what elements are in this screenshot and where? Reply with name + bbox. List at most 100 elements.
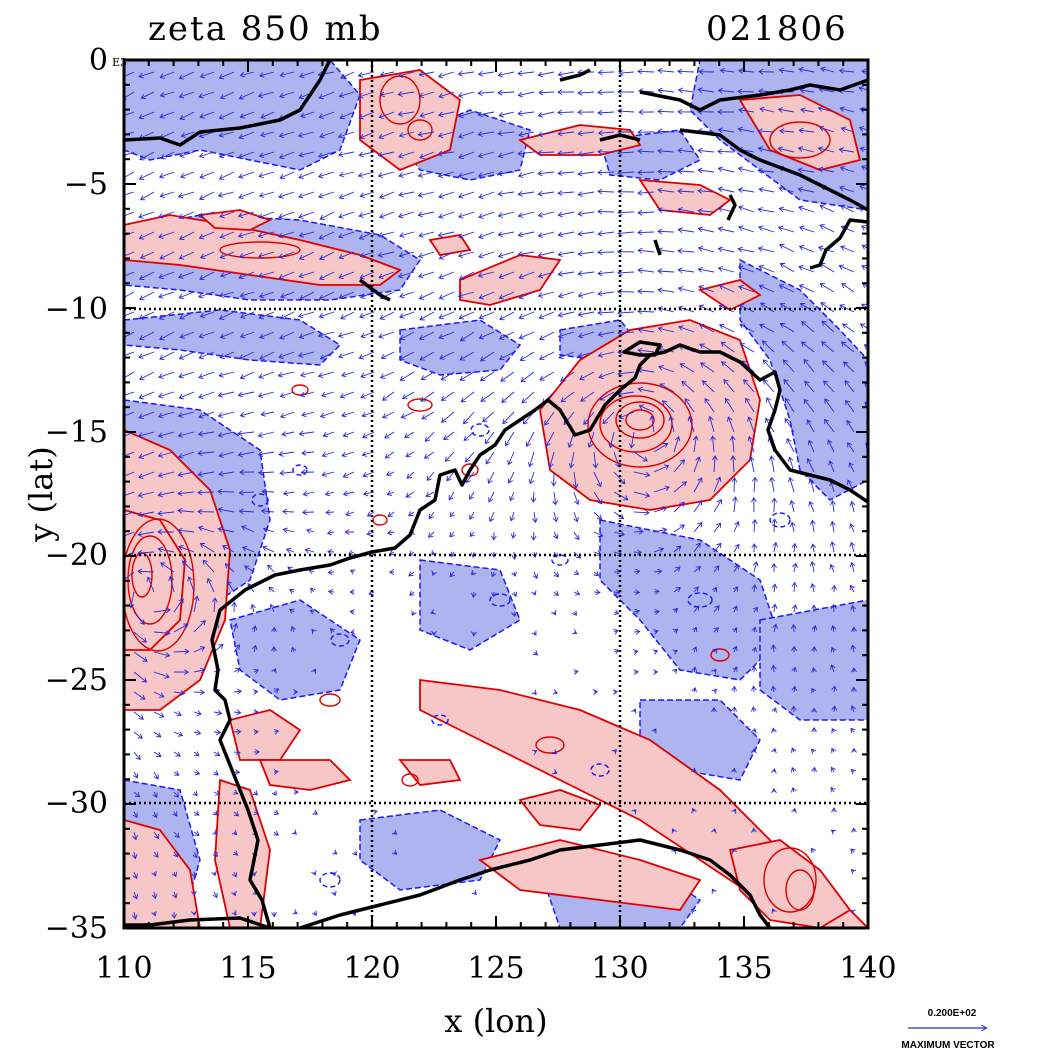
wind-vector bbox=[198, 231, 215, 240]
wind-vector bbox=[778, 206, 795, 213]
y-tick-minus5: −5 bbox=[64, 167, 108, 202]
wind-vector bbox=[771, 768, 777, 774]
wind-vector bbox=[593, 511, 603, 521]
wind-vector bbox=[851, 686, 857, 693]
wind-vector bbox=[133, 751, 141, 761]
wind-vector bbox=[438, 331, 455, 340]
wind-vector bbox=[830, 829, 837, 835]
wind-vector bbox=[219, 351, 235, 359]
wind-vector bbox=[423, 451, 435, 459]
wind-vector bbox=[697, 167, 715, 174]
wind-vector bbox=[800, 107, 815, 114]
wind-vector bbox=[139, 371, 155, 381]
wind-vector bbox=[211, 870, 217, 877]
wind-vector bbox=[278, 191, 295, 199]
wind-vector bbox=[788, 476, 795, 493]
wind-vector bbox=[385, 470, 395, 477]
wind-vector bbox=[510, 531, 517, 539]
wind-vector bbox=[530, 531, 537, 541]
wind-vector bbox=[477, 131, 495, 137]
wind-vector bbox=[180, 171, 195, 179]
wind-vector bbox=[593, 571, 600, 577]
wind-vector bbox=[731, 706, 738, 713]
wind-vector bbox=[537, 211, 555, 218]
wind-vector bbox=[459, 371, 475, 381]
wind-vector bbox=[677, 188, 695, 195]
wind-vector bbox=[320, 391, 335, 398]
wind-vector bbox=[851, 667, 857, 673]
wind-vector bbox=[757, 246, 775, 253]
wind-vector bbox=[531, 590, 537, 596]
wind-vector bbox=[438, 271, 455, 280]
wind-vector bbox=[713, 605, 720, 613]
wind-vector bbox=[872, 868, 877, 872]
wind-vector bbox=[138, 471, 155, 479]
wind-vector bbox=[478, 211, 495, 219]
wind-vector bbox=[232, 850, 239, 856]
wind-vector bbox=[217, 506, 235, 513]
wind-vector bbox=[198, 91, 215, 99]
wind-vector bbox=[469, 531, 475, 538]
wind-vector bbox=[417, 131, 435, 138]
wind-vector bbox=[384, 431, 395, 439]
wind-vector bbox=[372, 809, 378, 815]
wind-vector bbox=[850, 869, 857, 875]
wind-vector bbox=[217, 526, 235, 533]
wind-vector bbox=[593, 531, 604, 538]
wind-vector bbox=[593, 471, 602, 488]
wind-vector bbox=[357, 91, 375, 99]
wind-vector bbox=[821, 341, 835, 353]
wind-vector bbox=[817, 166, 835, 173]
wind-vector bbox=[419, 311, 435, 321]
wind-vector bbox=[297, 131, 315, 138]
wind-vector bbox=[806, 458, 815, 473]
wind-vector bbox=[253, 689, 259, 695]
wind-vector bbox=[173, 770, 180, 776]
wind-vector bbox=[573, 669, 579, 675]
wind-vector bbox=[810, 582, 816, 593]
wind-vector bbox=[593, 491, 603, 505]
wind-vector bbox=[838, 264, 855, 273]
corner-exponent-label: E3 bbox=[112, 56, 127, 69]
wind-vector bbox=[797, 186, 815, 193]
wind-vector bbox=[124, 331, 135, 341]
wind-vector bbox=[839, 165, 855, 173]
wind-vector bbox=[132, 871, 138, 880]
wind-vector bbox=[637, 347, 655, 354]
wind-vector bbox=[757, 128, 775, 135]
wind-vector bbox=[509, 491, 515, 502]
wind-vector bbox=[381, 391, 395, 401]
wind-vector bbox=[517, 91, 535, 98]
wind-vector bbox=[577, 210, 595, 217]
wind-vector bbox=[771, 747, 777, 754]
wind-vector bbox=[321, 471, 335, 478]
wind-vector bbox=[870, 523, 875, 532]
wind-vector bbox=[458, 131, 475, 139]
wind-vector bbox=[799, 87, 815, 94]
wind-vector bbox=[608, 431, 615, 449]
wind-vector bbox=[238, 131, 255, 140]
wind-vector bbox=[497, 151, 515, 159]
wind-vector bbox=[199, 311, 215, 319]
wind-vector bbox=[845, 399, 855, 413]
wind-vector bbox=[779, 263, 795, 273]
wind-vector bbox=[691, 666, 698, 673]
wind-vector bbox=[550, 471, 557, 487]
wind-vector bbox=[132, 891, 139, 900]
wind-vector bbox=[298, 331, 315, 339]
wind-vector bbox=[426, 471, 435, 482]
wind-vector bbox=[219, 231, 235, 239]
wind-vector bbox=[338, 251, 355, 260]
wind-vector bbox=[861, 244, 868, 250]
wind-vector bbox=[217, 391, 235, 398]
wind-vector bbox=[224, 563, 235, 573]
wind-vector bbox=[199, 271, 215, 281]
wind-vector bbox=[611, 749, 617, 755]
vector-legend-value: 0.200E+02 bbox=[928, 1008, 977, 1019]
wind-vector bbox=[417, 251, 435, 259]
wind-vector bbox=[239, 111, 255, 119]
wind-vector bbox=[668, 415, 675, 433]
wind-vector bbox=[173, 751, 181, 757]
wind-vector bbox=[577, 191, 595, 197]
wind-vector bbox=[298, 231, 315, 238]
